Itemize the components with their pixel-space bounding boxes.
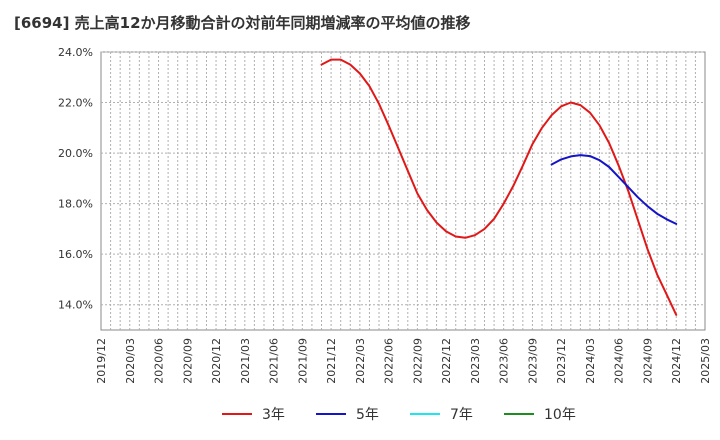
x-tick-label: 2020/03: [124, 338, 137, 384]
y-tick-label: 24.0%: [58, 46, 93, 59]
x-tick-label: 2021/09: [296, 338, 309, 384]
legend-swatch-5y: [316, 413, 346, 415]
legend-swatch-7y: [410, 413, 440, 415]
legend-label-7y: 7年: [450, 407, 473, 423]
x-tick-label: 2024/09: [641, 338, 654, 384]
chart-title: [6694] 売上高12か月移動合計の対前年同期増減率の平均値の推移: [14, 14, 471, 32]
x-tick-label: 2021/03: [239, 338, 252, 384]
legend-swatch-10y: [504, 413, 534, 415]
x-tick-label: 2023/09: [526, 338, 539, 384]
line-chart: 14.0% 16.0% 18.0% 20.0% 22.0% 24.0% 2019/12 202…: [58, 46, 712, 384]
plot-area: [100, 51, 706, 331]
x-tick-label: 2020/12: [210, 338, 223, 384]
x-tick-label: 2022/03: [354, 338, 367, 384]
chart-legend: 3年 5年 7年 10年: [0, 398, 720, 428]
legend-label-3y: 3年: [262, 407, 285, 423]
x-tick-label: 2022/09: [411, 338, 424, 384]
x-tick-label: 2023/12: [555, 338, 568, 384]
x-tick-label: 2023/03: [469, 338, 482, 384]
x-tick-label: 2022/06: [383, 338, 396, 384]
y-tick-label: 16.0%: [58, 248, 93, 261]
x-tick-label: 2025/03: [699, 338, 712, 384]
x-tick-label: 2021/12: [325, 338, 338, 384]
series-line-0: [320, 58, 678, 316]
y-tick-label: 22.0%: [58, 97, 93, 110]
x-tick-label: 2019/12: [95, 338, 108, 384]
y-tick-label: 14.0%: [58, 299, 93, 312]
x-tick-label: 2024/12: [670, 338, 683, 384]
y-tick-label: 18.0%: [58, 198, 93, 211]
x-tick-label: 2022/12: [440, 338, 453, 384]
x-tick-label: 2023/06: [498, 338, 511, 384]
legend-swatch-3y: [222, 413, 252, 415]
x-tick-label: 2021/06: [268, 338, 281, 384]
series-line-1: [550, 154, 678, 225]
legend-label-5y: 5年: [356, 407, 379, 423]
x-tick-label: 2024/06: [613, 338, 626, 384]
x-tick-label: 2020/06: [153, 338, 166, 384]
legend-label-10y: 10年: [544, 407, 576, 423]
y-tick-label: 20.0%: [58, 147, 93, 160]
x-tick-label: 2024/03: [584, 338, 597, 384]
x-tick-label: 2020/09: [181, 338, 194, 384]
